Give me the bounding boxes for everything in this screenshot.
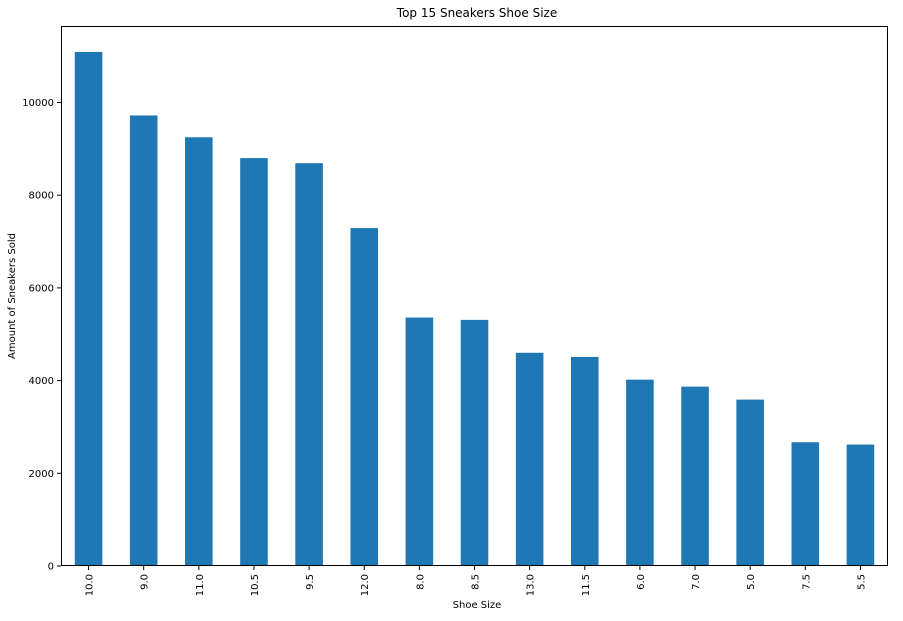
x-tick-label: 7.5 bbox=[801, 574, 812, 590]
bar-11.0 bbox=[185, 137, 213, 566]
y-tick-label: 0 bbox=[48, 562, 54, 573]
x-axis-ticks: 10.0 9.0 11.0 10.5 9.5 12.0 8.0 8.5 13.0 11.5 6.0 7… bbox=[85, 566, 867, 596]
bar-7.0 bbox=[681, 386, 709, 566]
x-tick-label: 5.5 bbox=[856, 574, 867, 590]
y-axis-ticks: 0 2000 4000 6000 8000 10000 bbox=[22, 98, 61, 573]
x-tick-label: 11.5 bbox=[581, 574, 592, 596]
y-tick-label: 4000 bbox=[29, 376, 54, 387]
y-tick-label: 6000 bbox=[29, 283, 54, 294]
x-tick-label: 9.0 bbox=[140, 574, 151, 590]
y-axis-label: Amount of Sneakers Sold bbox=[7, 233, 18, 359]
bar-12.0 bbox=[350, 228, 379, 566]
x-tick-label: 10.0 bbox=[85, 574, 96, 596]
x-tick-label: 11.0 bbox=[195, 574, 206, 596]
bar-8.5 bbox=[460, 319, 489, 566]
bar-10.5 bbox=[240, 158, 268, 566]
x-tick-label: 13.0 bbox=[526, 574, 537, 596]
bar-7.5 bbox=[791, 442, 820, 566]
bar-8.0 bbox=[405, 317, 434, 566]
x-tick-label: 7.0 bbox=[691, 574, 702, 590]
bar-10.0 bbox=[74, 51, 103, 566]
x-tick-label: 6.0 bbox=[636, 574, 647, 590]
x-tick-label: 9.5 bbox=[305, 574, 316, 590]
x-tick-label: 8.0 bbox=[415, 574, 426, 590]
bar-11.5 bbox=[570, 356, 599, 566]
bars-layer bbox=[74, 51, 875, 566]
x-tick-label: 12.0 bbox=[360, 574, 371, 596]
x-tick-label: 10.5 bbox=[250, 574, 261, 596]
y-tick-label: 8000 bbox=[29, 191, 54, 202]
bar-5.0 bbox=[736, 399, 764, 566]
chart-title: Top 15 Sneakers Shoe Size bbox=[396, 6, 557, 20]
plot-frame bbox=[61, 26, 888, 566]
bar-13.0 bbox=[515, 352, 544, 566]
y-tick-label: 2000 bbox=[29, 469, 54, 480]
bar-5.5 bbox=[846, 444, 875, 566]
bar-9.5 bbox=[295, 163, 323, 566]
x-tick-label: 8.5 bbox=[471, 574, 482, 590]
y-tick-label: 10000 bbox=[22, 98, 54, 109]
bar-6.0 bbox=[626, 379, 654, 566]
x-axis-label: Shoe Size bbox=[453, 600, 502, 611]
x-tick-label: 5.0 bbox=[746, 574, 757, 590]
bar-9.0 bbox=[129, 115, 158, 566]
